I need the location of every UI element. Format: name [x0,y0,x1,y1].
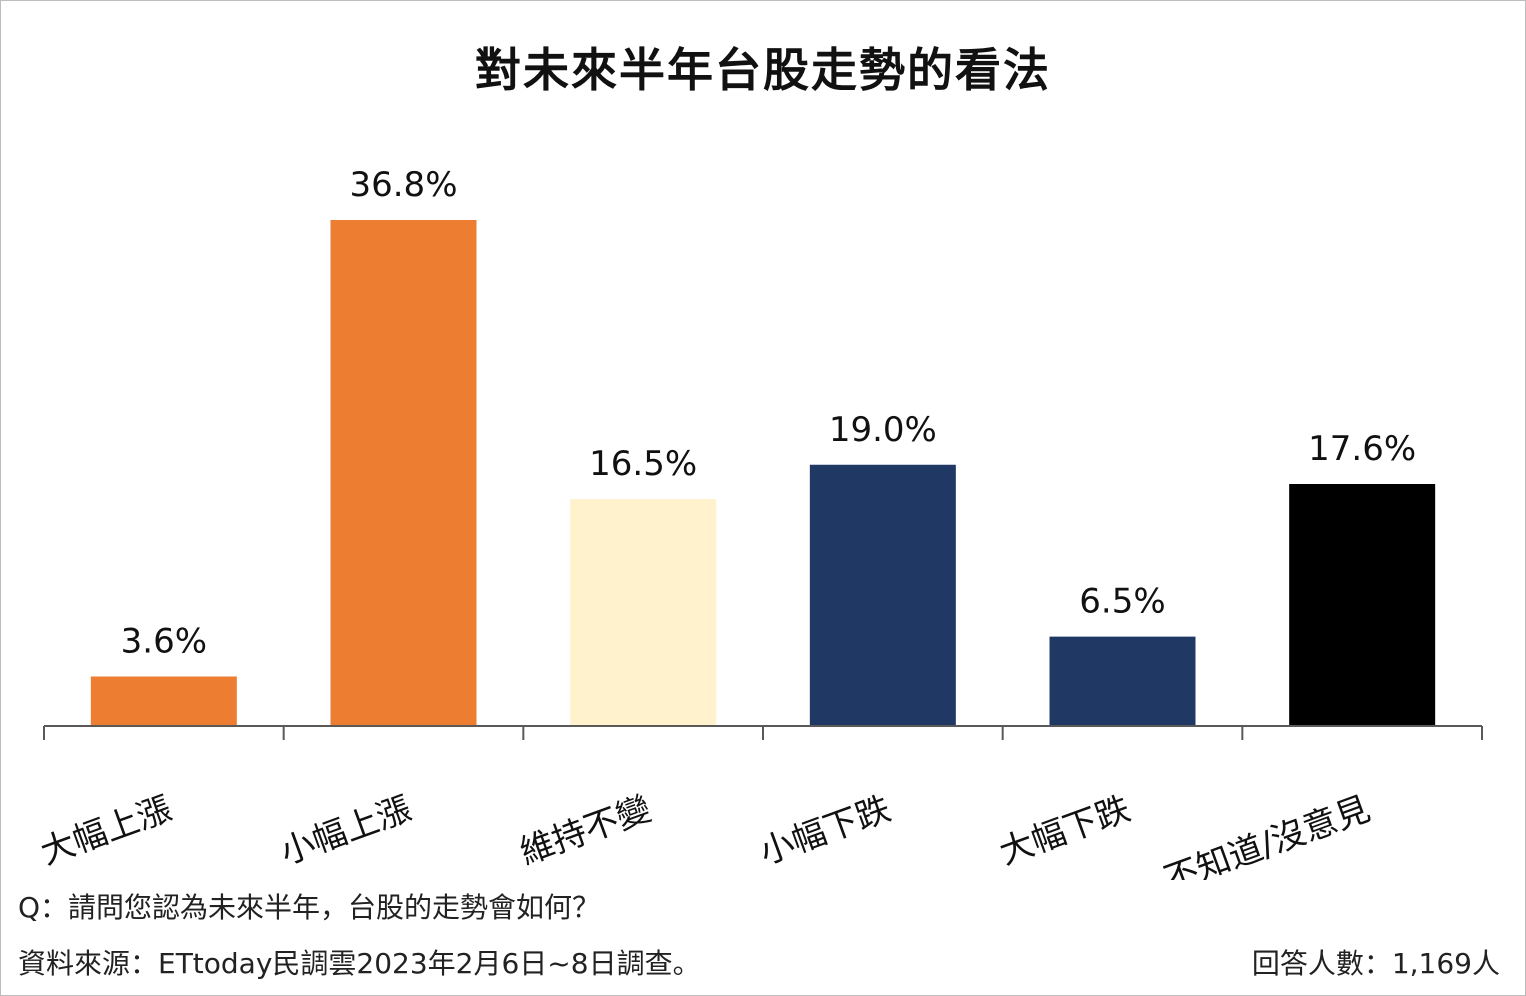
data-source: 資料來源：ETtoday民調雲2023年2月6日~8日調查。 [18,947,701,980]
value-label-3: 19.0% [829,410,937,450]
category-label-4: 大幅下跌 [994,789,1135,873]
bars-group [90,220,1436,726]
bar-2 [570,499,717,726]
category-label-1: 小幅上漲 [275,789,416,873]
category-labels-group: 大幅上漲 小幅上漲 維持不變 小幅下跌 大幅下跌 不知道/沒意見 [35,789,1375,880]
category-label-2: 維持不變 [515,789,656,873]
bar-3 [809,464,956,726]
chart-title: 對未來半年台股走勢的看法 [475,43,1051,97]
category-label-3: 小幅下跌 [754,789,895,873]
bar-chart: 3.6% 36.8% 16.5% 19.0% 6.5% 17.6% 大幅上漲 小幅上漲 維持不… [35,165,1483,880]
value-label-1: 36.8% [349,165,457,205]
respondent-count: 回答人數：1,169人 [1251,947,1500,980]
bar-5 [1289,484,1436,726]
value-label-2: 16.5% [589,444,697,484]
category-label-0: 大幅上漲 [35,789,176,873]
bar-0 [90,676,237,726]
value-label-5: 17.6% [1308,429,1416,469]
bar-4 [1049,636,1196,726]
value-label-0: 3.6% [121,622,207,662]
x-axis [43,725,1483,740]
survey-question: Q：請問您認為未來半年，台股的走勢會如何？ [18,891,601,924]
bar-1 [330,220,477,726]
category-label-5: 不知道/沒意見 [1159,789,1375,880]
value-label-4: 6.5% [1079,582,1165,622]
value-labels-group: 3.6% 36.8% 16.5% 19.0% 6.5% 17.6% [121,165,1417,662]
